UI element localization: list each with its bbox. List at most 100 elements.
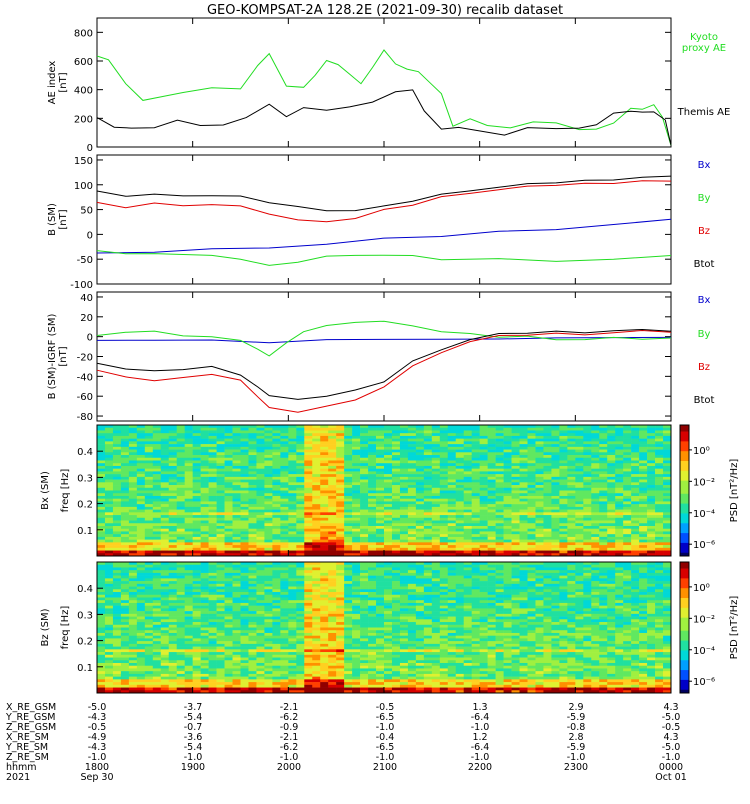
spectrogram-cell <box>456 545 464 548</box>
spectrogram-cell <box>304 493 312 496</box>
spectrogram-cell <box>392 493 400 496</box>
spectrogram-cell <box>528 531 536 534</box>
spectrogram-cell <box>512 436 520 439</box>
spectrogram-cell <box>233 603 241 606</box>
spectrogram-cell <box>520 433 528 436</box>
spectrogram-cell <box>233 589 241 592</box>
spectrogram-cell <box>288 592 296 595</box>
spectrogram-cell <box>631 512 639 515</box>
spectrogram-cell <box>312 504 320 507</box>
spectrogram-cell <box>97 510 105 513</box>
spectrogram-cell <box>352 499 360 502</box>
spectrogram-cell <box>272 666 280 669</box>
spectrogram-cell <box>272 581 280 584</box>
spectrogram-cell <box>201 482 209 485</box>
spectrogram-cell <box>97 677 105 680</box>
spectrogram-cell <box>432 499 440 502</box>
spectrogram-cell <box>193 622 201 625</box>
spectrogram-cell <box>280 441 288 444</box>
spectrogram-cell <box>209 625 217 628</box>
spectrogram-cell <box>360 518 368 521</box>
spectrogram-cell <box>97 628 105 631</box>
spectrogram-cell <box>280 444 288 447</box>
spectrogram-cell <box>264 677 272 680</box>
spectrogram-cell <box>272 482 280 485</box>
spectrogram-cell <box>193 466 201 469</box>
spectrogram-cell <box>193 471 201 474</box>
spectrogram-cell <box>209 460 217 463</box>
spectrogram-cell <box>217 595 225 598</box>
spectrogram-cell <box>129 540 137 543</box>
spectrogram-cell <box>256 584 264 587</box>
spectrogram-cell <box>551 501 559 504</box>
spectrogram-cell <box>209 565 217 568</box>
spectrogram-cell <box>440 474 448 477</box>
spectrogram-cell <box>264 644 272 647</box>
spectrogram-cell <box>424 482 432 485</box>
spectrogram-cell <box>639 450 647 453</box>
spectrogram-cell <box>225 658 233 661</box>
spectrogram-cell <box>169 658 177 661</box>
spectrogram-cell <box>105 584 113 587</box>
spectrogram-cell <box>583 433 591 436</box>
spectrogram-cell <box>424 455 432 458</box>
colorbar-segment <box>680 497 689 501</box>
spectrogram-cell <box>464 428 472 431</box>
spectrogram-cell <box>185 625 193 628</box>
spectrogram-cell <box>551 463 559 466</box>
spectrogram-cell <box>288 551 296 554</box>
spectrogram-cell <box>528 542 536 545</box>
spectrogram-cell <box>559 441 567 444</box>
spectrogram-cell <box>113 428 121 431</box>
spectrogram-cell <box>655 458 663 461</box>
spectrogram-cell <box>272 480 280 483</box>
spectrogram-cell <box>217 682 225 685</box>
spectrogram-cell <box>137 469 145 472</box>
spectrogram-cell <box>169 600 177 603</box>
spectrogram-cell <box>296 589 304 592</box>
spectrogram-cell <box>241 485 249 488</box>
spectrogram-cell <box>97 567 105 570</box>
spectrogram-cell <box>288 428 296 431</box>
colorbar-tick-label: 10⁻⁴ <box>693 509 715 520</box>
spectrogram-cell <box>647 466 655 469</box>
spectrogram-cell <box>280 565 288 568</box>
spectrogram-cell <box>488 488 496 491</box>
spectrogram-cell <box>384 507 392 510</box>
spectrogram-cell <box>520 540 528 543</box>
spectrogram-cell <box>225 679 233 682</box>
spectrogram-cell <box>312 482 320 485</box>
spectrogram-cell <box>472 430 480 433</box>
spectrogram-cell <box>233 537 241 540</box>
spectrogram-cell <box>352 531 360 534</box>
spectrogram-cell <box>209 630 217 633</box>
spectrogram-cell <box>480 436 488 439</box>
spectrogram-cell <box>312 608 320 611</box>
spectrogram-cell <box>193 647 201 650</box>
spectrogram-cell <box>264 619 272 622</box>
spectrogram-cell <box>177 682 185 685</box>
spectrogram-cell <box>121 493 129 496</box>
spectrogram-cell <box>360 430 368 433</box>
spectrogram-cell <box>97 469 105 472</box>
spectrogram-cell <box>567 496 575 499</box>
spectrogram-cell <box>233 444 241 447</box>
spectrogram-cell <box>583 436 591 439</box>
spectrogram-cell <box>225 625 233 628</box>
spectrogram-cell <box>121 529 129 532</box>
spectrogram-cell <box>424 537 432 540</box>
spectrogram-cell <box>296 584 304 587</box>
spectrogram-cell <box>193 658 201 661</box>
spectrogram-cell <box>448 531 456 534</box>
spectrogram-cell <box>280 477 288 480</box>
spectrogram-cell <box>121 482 129 485</box>
spectrogram-cell <box>137 600 145 603</box>
spectrogram-cell <box>217 441 225 444</box>
spectrogram-cell <box>256 515 264 518</box>
spectrogram-cell <box>185 523 193 526</box>
spectrogram-cell <box>528 460 536 463</box>
spectrogram-cell <box>217 523 225 526</box>
spectrogram-cell <box>241 597 249 600</box>
spectrogram-cell <box>153 545 161 548</box>
spectrogram-cell <box>209 584 217 587</box>
